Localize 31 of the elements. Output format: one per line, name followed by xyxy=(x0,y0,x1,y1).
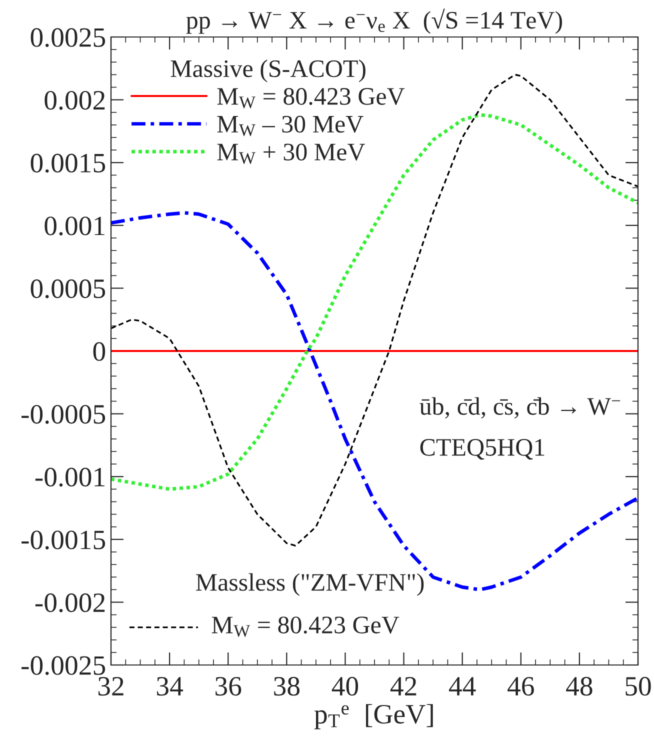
legend-label: M$_{W}$ – 30 MeV xyxy=(217,116,364,136)
y-tick-label: 0 xyxy=(93,342,106,361)
annotation: Massless ("ZM-VFN") xyxy=(196,573,424,596)
y-tick-label: 0.002 xyxy=(44,90,105,110)
x-tick-label: 46 xyxy=(508,676,534,696)
y-tick-label: 0.0015 xyxy=(30,154,106,173)
x-tick-label: 48 xyxy=(566,676,592,696)
x-tick-label: 42 xyxy=(390,676,416,696)
x-tick-label: 44 xyxy=(448,677,476,696)
legend-label: M$_{W}$ + 30 MeV xyxy=(217,144,366,164)
legend-label: M$_{W}$ = 80.423 GeV xyxy=(212,616,400,637)
y-tick-label: 0.0025 xyxy=(30,28,106,48)
legend-label: M$_{W}$ = 80.423 GeV xyxy=(217,88,405,108)
y-tick-label: -0.001 xyxy=(35,468,104,487)
x-tick-label: 40 xyxy=(332,676,358,696)
x-tick-label: 34 xyxy=(156,676,184,696)
x-tick-label: 38 xyxy=(274,676,300,696)
x-tick-label: 32 xyxy=(98,676,124,696)
y-tick-label: -0.0025 xyxy=(22,656,106,676)
annotation: CTEQ5HQ1 xyxy=(420,439,544,460)
legend-title: Massive (S-ACOT) xyxy=(170,60,366,82)
x-tick-label: 36 xyxy=(216,676,242,696)
y-tick-label: 0.001 xyxy=(44,216,104,236)
y-tick-label: -0.0005 xyxy=(22,404,106,424)
x-axis-title: p$_{T}$$^{e}$ [GeV] xyxy=(314,704,433,730)
y-tick-label: 0.0005 xyxy=(30,279,106,298)
chart-title: pp → W$^{−}$ X → e$^{−}$ν$_{e}$ X (√S =14 TeV) xyxy=(186,8,562,34)
x-tick-label: 50 xyxy=(626,676,651,696)
annotation: ūb, c̄d, c̄s, c̄b → W$^{−}$ xyxy=(420,397,620,418)
y-tick-label: -0.0015 xyxy=(22,530,106,550)
y-tick-label: -0.002 xyxy=(35,593,105,612)
